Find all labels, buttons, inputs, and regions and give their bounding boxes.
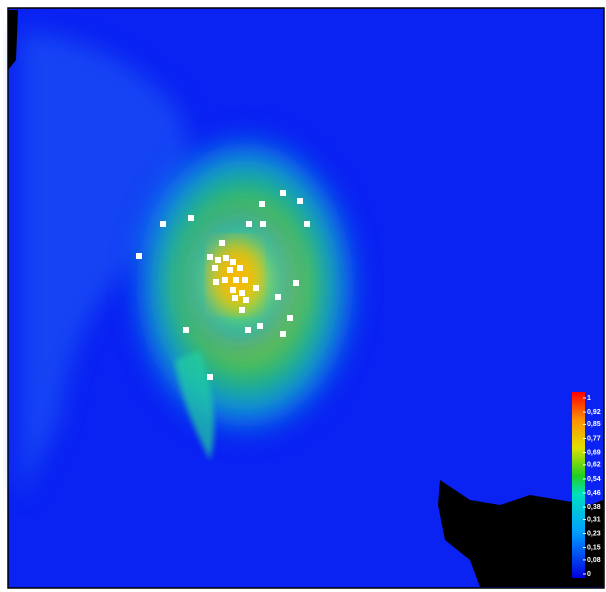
sample-point xyxy=(233,277,239,283)
sample-point xyxy=(257,323,263,329)
sample-point xyxy=(297,198,303,204)
sample-point xyxy=(239,290,245,296)
sample-point xyxy=(242,277,248,283)
sample-point xyxy=(230,259,236,265)
sample-point xyxy=(213,279,219,285)
colorbar-label: 0,31 xyxy=(587,516,601,523)
sample-point xyxy=(275,294,281,300)
colorbar-label: 0,85 xyxy=(587,421,601,428)
colorbar-label: 0,54 xyxy=(587,476,601,483)
sample-point xyxy=(219,240,225,246)
colorbar-label: 0,08 xyxy=(587,557,601,564)
sample-point xyxy=(207,374,213,380)
sample-point xyxy=(245,327,251,333)
sample-point xyxy=(207,254,213,260)
sample-point xyxy=(230,287,236,293)
sample-point xyxy=(259,201,265,207)
colorbar-label: 0,62 xyxy=(587,462,601,469)
sample-point xyxy=(215,257,221,263)
sample-point xyxy=(239,307,245,313)
colorbar-label: 0,92 xyxy=(587,409,601,416)
colorbar xyxy=(572,392,585,578)
colorbar-label: 0,46 xyxy=(587,490,601,497)
sample-point xyxy=(260,221,266,227)
sample-point xyxy=(136,253,142,259)
sample-point xyxy=(293,280,299,286)
sample-point xyxy=(223,255,229,261)
sample-point xyxy=(183,327,189,333)
sample-point xyxy=(304,221,310,227)
sample-point xyxy=(280,190,286,196)
sample-point xyxy=(287,315,293,321)
sample-point xyxy=(222,277,228,283)
sample-point xyxy=(232,295,238,301)
sample-point xyxy=(227,267,233,273)
sample-point xyxy=(280,331,286,337)
map: 1 0,92 0,85 0,77 0,69 0,62 0,54 0,46 0,38 0,31 0,2… xyxy=(0,0,606,592)
sample-point xyxy=(188,215,194,221)
sample-point xyxy=(212,265,218,271)
sample-point xyxy=(246,221,252,227)
page: {"colorbar": {"ticks": [ {"value": 1, "l… xyxy=(0,0,606,592)
colorbar-label: 0 xyxy=(587,571,591,578)
sample-point xyxy=(237,265,243,271)
colorbar-label: 0,38 xyxy=(587,504,601,511)
colorbar-label: 0,69 xyxy=(587,449,601,456)
colorbar-label: 0,77 xyxy=(587,435,601,442)
sample-point xyxy=(253,285,259,291)
colorbar-label: 0,15 xyxy=(587,544,601,551)
sample-point xyxy=(160,221,166,227)
colorbar-label: 1 xyxy=(587,395,591,402)
sample-point xyxy=(243,297,249,303)
colorbar-label: 0,23 xyxy=(587,530,601,537)
